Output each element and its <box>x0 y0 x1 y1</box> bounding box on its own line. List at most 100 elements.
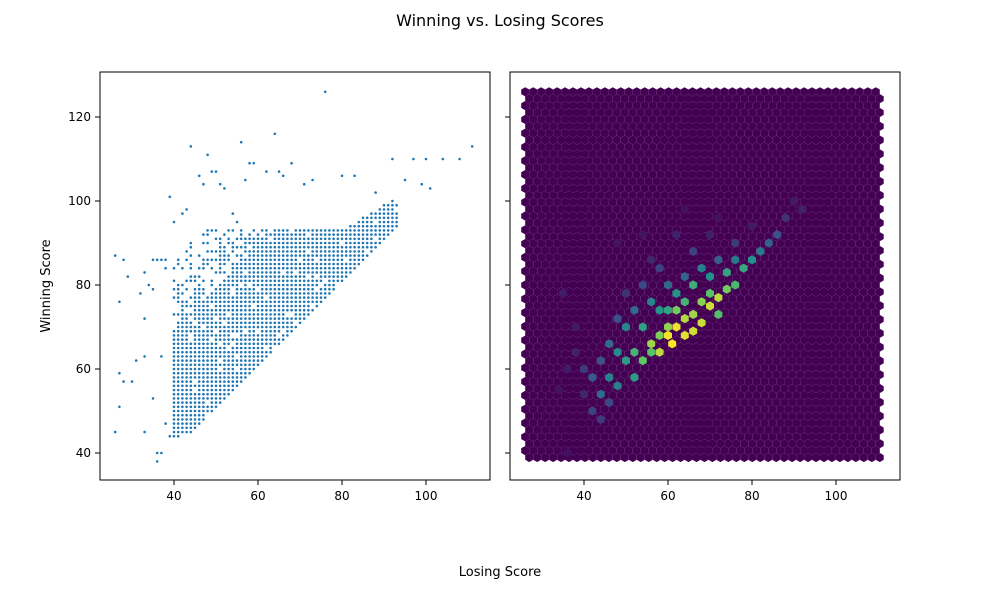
scatter-point <box>197 388 201 392</box>
hexbin-cell <box>613 381 622 391</box>
hexbin-cell <box>616 114 625 124</box>
hexbin-cell <box>835 383 844 394</box>
scatter-point <box>248 275 251 278</box>
hexbin-cell <box>867 94 876 104</box>
hexbin-cell <box>847 432 856 442</box>
hexbin-cell <box>676 425 685 435</box>
hexbin-cell <box>533 259 542 269</box>
hexbin-cell <box>656 418 665 428</box>
hexbin-cell <box>708 204 717 214</box>
hexbin-cell <box>655 263 664 273</box>
scatter-point <box>298 292 302 295</box>
hexbin-cell <box>620 342 629 352</box>
hexbin-cell <box>624 418 633 428</box>
hexbin-cell <box>604 439 613 449</box>
hexbin-cell <box>808 239 816 249</box>
hexbin-cell <box>553 252 562 262</box>
hexbin-cell <box>628 163 637 173</box>
hexbin-cell <box>867 383 876 394</box>
scatter-point <box>244 359 247 362</box>
scatter-point <box>172 371 176 375</box>
scatter-point <box>218 338 222 341</box>
scatter-point <box>244 279 247 283</box>
hexbin-cell <box>525 107 534 118</box>
hexbin-cell <box>656 114 665 124</box>
hexbin-cell <box>800 142 808 152</box>
hexbin-cell <box>784 308 793 318</box>
hexbin-cell <box>708 314 717 325</box>
hexbin-cell <box>565 232 573 242</box>
hexbin-cell <box>525 273 534 283</box>
hexbin-cell <box>724 314 733 325</box>
scatter-point <box>244 313 247 316</box>
scatter-point <box>340 229 344 232</box>
hexbin-cell <box>569 280 577 290</box>
hexbin-cell <box>720 101 729 111</box>
scatter-point <box>202 300 205 304</box>
hexbin-cell <box>828 121 836 131</box>
hexbin-cell <box>660 452 669 463</box>
hexbin-cell <box>612 452 621 463</box>
scatter-point <box>256 346 260 350</box>
hexbin-cell <box>764 328 773 338</box>
hexbin-cell <box>600 239 609 249</box>
scatter-point <box>386 233 390 236</box>
hexbin-cell <box>760 252 769 262</box>
hexbin-cell <box>839 308 848 318</box>
scatter-point <box>260 296 264 299</box>
hexbin-cell <box>752 197 761 207</box>
scatter-point <box>223 392 226 396</box>
scatter-point <box>298 250 302 253</box>
scatter-point <box>185 376 188 379</box>
scatter-point <box>328 245 331 249</box>
scatter-point <box>122 258 125 262</box>
scatter-point <box>185 313 188 316</box>
hexbin-cell <box>708 94 717 104</box>
hexbin-cell <box>788 121 797 131</box>
scatter-point <box>176 371 180 375</box>
hexbin-cell <box>728 308 737 318</box>
hexbin-cell <box>792 377 801 387</box>
hexbin-cell <box>752 294 761 304</box>
hexbin-cell <box>632 239 641 249</box>
hexbin-cell <box>831 321 840 331</box>
hexbin-cell <box>851 273 860 283</box>
scatter-point <box>315 300 319 304</box>
scatter-point <box>227 325 230 329</box>
hexbin-cell <box>664 330 672 340</box>
scatter-point <box>332 275 335 278</box>
scatter-point <box>214 271 218 274</box>
scatter-point <box>336 262 340 266</box>
hexbin-cell <box>875 273 884 283</box>
hexbin-cell <box>688 183 697 193</box>
hexbin-cell <box>612 273 621 283</box>
hexbin-cell <box>772 259 781 269</box>
hexbin-cell <box>585 252 593 262</box>
hexbin-cell <box>620 107 629 118</box>
hexbin-cell <box>764 176 773 187</box>
hexbin-cell <box>732 190 741 200</box>
hexbin-cell <box>565 301 573 311</box>
scatter-point <box>185 279 188 283</box>
hexbin-cell <box>664 305 672 315</box>
hexbin-cell <box>541 232 550 242</box>
hexbin-cell <box>533 301 542 311</box>
scatter-point <box>302 283 306 287</box>
scatter-point <box>244 300 247 304</box>
hexbin-cell <box>565 190 573 200</box>
hexbin-cells <box>521 87 884 463</box>
scatter-point <box>239 329 243 333</box>
hexbin-cell <box>525 397 534 407</box>
hexbin-cell <box>732 273 741 283</box>
scatter-point <box>311 237 314 241</box>
scatter-point <box>218 254 222 257</box>
hexbin-cell <box>728 321 737 331</box>
scatter-point <box>248 367 251 371</box>
hexbin-cell <box>831 404 840 414</box>
hexbin-cell <box>748 439 757 449</box>
hexbin-cell <box>748 245 757 256</box>
scatter-point <box>244 334 247 337</box>
hexbin-cell <box>660 176 669 187</box>
hexbin-cell <box>696 335 705 345</box>
hexbin-cell <box>804 94 812 104</box>
